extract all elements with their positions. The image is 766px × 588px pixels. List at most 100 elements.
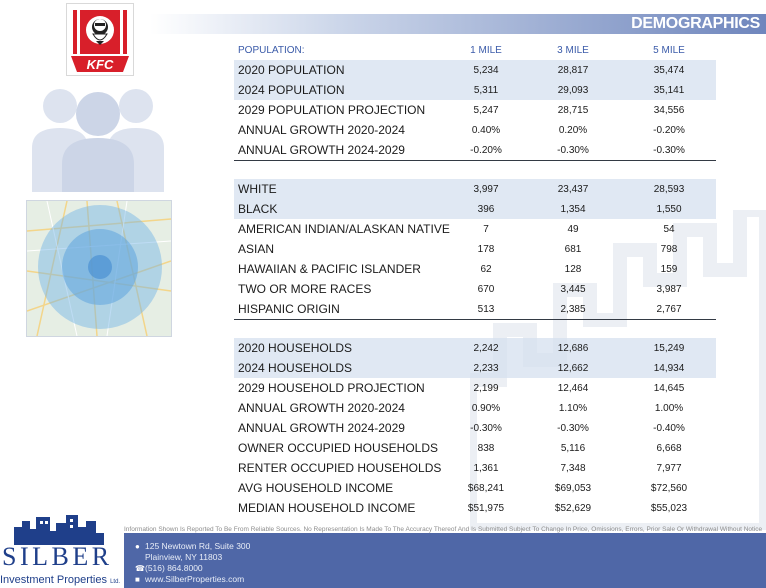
cell: 2,199 — [473, 382, 499, 394]
table-row: 2024 POPULATION 5,311 29,093 35,141 — [234, 80, 716, 100]
table-row: HAWAIIAN & PACIFIC ISLANDER 62 128 159 — [234, 259, 716, 279]
row-label: HAWAIIAN & PACIFIC ISLANDER — [238, 262, 421, 276]
cell: $68,241 — [467, 482, 505, 494]
table-row: RENTER OCCUPIED HOUSEHOLDS 1,361 7,348 7… — [234, 458, 716, 478]
row-label: TWO OR MORE RACES — [238, 282, 372, 296]
cell: 14,645 — [653, 382, 685, 394]
row-label: 2020 HOUSEHOLDS — [238, 341, 353, 355]
cell: 1.10% — [558, 402, 588, 414]
kfc-logo: KFC — [66, 3, 134, 76]
cell: 28,715 — [557, 104, 589, 116]
row-label: MEDIAN HOUSEHOLD INCOME — [238, 501, 416, 515]
table-row: ANNUAL GROWTH 2020-2024 0.40% 0.20% -0.2… — [234, 120, 716, 140]
footer-bar — [0, 533, 766, 588]
brand-logo — [0, 513, 124, 588]
cell: -0.30% — [470, 422, 502, 434]
cell: 159 — [660, 263, 678, 275]
cell: 28,817 — [557, 64, 589, 76]
cell: -0.30% — [557, 144, 589, 156]
brand-subtitle: Investment Properties Ltd. — [0, 574, 120, 586]
cell: -0.20% — [470, 144, 502, 156]
cell: -0.30% — [557, 422, 589, 434]
cell: 396 — [477, 203, 495, 215]
brand-name: SILBER — [2, 542, 113, 571]
table-header: POPULATION: 1 MILE 3 MILE 5 MILE — [234, 40, 716, 60]
row-label: RENTER OCCUPIED HOUSEHOLDS — [238, 461, 442, 475]
cell: 5,234 — [473, 64, 499, 76]
cell: 681 — [564, 243, 582, 255]
section-spacer — [234, 320, 716, 338]
cell: 1,354 — [560, 203, 586, 215]
cell: 0.20% — [558, 124, 588, 136]
row-label: 2024 POPULATION — [238, 83, 345, 97]
table-row: 2020 POPULATION 5,234 28,817 35,474 — [234, 60, 716, 80]
cell: $69,053 — [554, 482, 592, 494]
row-label: ASIAN — [238, 242, 275, 256]
row-label: BLACK — [238, 202, 278, 216]
table-row: 2024 HOUSEHOLDS 2,233 12,662 14,934 — [234, 358, 716, 378]
contact-info: ● 125 Newtown Rd, Suite 300 Plainview, NY… — [135, 541, 250, 585]
table-row: ANNUAL GROWTH 2020-2024 0.90% 1.10% 1.00… — [234, 398, 716, 418]
table-row: MEDIAN HOUSEHOLD INCOME $51,975 $52,629 … — [234, 498, 716, 518]
phone-icon: ☎ — [135, 564, 145, 573]
cell: 1,361 — [473, 462, 499, 474]
table-row: ANNUAL GROWTH 2024-2029 -0.20% -0.30% -0… — [234, 140, 716, 160]
table-row: BLACK 396 1,354 1,550 — [234, 199, 716, 219]
cell: 34,556 — [653, 104, 685, 116]
cell: 35,141 — [653, 84, 685, 96]
website-link[interactable]: www.SilberProperties.com — [145, 574, 245, 584]
phone-number: (516) 864.8000 — [145, 563, 203, 573]
pin-icon: ● — [135, 542, 140, 551]
column-header: 1 MILE — [470, 44, 502, 56]
cell: 35,474 — [653, 64, 685, 76]
row-label: ANNUAL GROWTH 2020-2024 — [238, 123, 405, 137]
row-label: WHITE — [238, 182, 277, 196]
cell: 12,662 — [557, 362, 589, 374]
header-bar: DEMOGRAPHICS — [150, 14, 766, 34]
cell: 1.00% — [654, 402, 684, 414]
row-label: AVG HOUSEHOLD INCOME — [238, 481, 394, 495]
cell: 12,686 — [557, 342, 589, 354]
table-row: AMERICAN INDIAN/ALASKAN NATIVE 7 49 54 — [234, 219, 716, 239]
cell: 838 — [477, 442, 495, 454]
row-label: 2020 POPULATION — [238, 63, 345, 77]
cell: 3,997 — [473, 183, 499, 195]
disclaimer-text: Information Shown Is Reported To Be From… — [124, 526, 763, 533]
cell: 0.90% — [471, 402, 501, 414]
brand-skyline-icon — [14, 515, 104, 545]
skyline-watermark — [470, 210, 766, 530]
section-divider — [234, 319, 716, 320]
cell: 7 — [483, 223, 489, 235]
table-row: HISPANIC ORIGIN 513 2,385 2,767 — [234, 299, 716, 319]
cell: $72,560 — [650, 482, 688, 494]
cell: 14,934 — [653, 362, 685, 374]
row-label: ANNUAL GROWTH 2024-2029 — [238, 143, 405, 157]
table-row: 2029 HOUSEHOLD PROJECTION 2,199 12,464 1… — [234, 378, 716, 398]
column-header: 5 MILE — [653, 44, 685, 56]
table-row: WHITE 3,997 23,437 28,593 — [234, 179, 716, 199]
row-label: 2024 HOUSEHOLDS — [238, 361, 353, 375]
cell: 49 — [567, 223, 579, 235]
table-row: AVG HOUSEHOLD INCOME $68,241 $69,053 $72… — [234, 478, 716, 498]
row-label: 2029 POPULATION PROJECTION — [238, 103, 426, 117]
cell: 7,977 — [656, 462, 682, 474]
row-label: HISPANIC ORIGIN — [238, 302, 340, 316]
cell: 5,311 — [473, 84, 499, 96]
table-row: OWNER OCCUPIED HOUSEHOLDS 838 5,116 6,66… — [234, 438, 716, 458]
cell: 2,385 — [560, 303, 586, 315]
cell: 1,550 — [656, 203, 682, 215]
demographics-table: POPULATION: 1 MILE 3 MILE 5 MILE 2020 PO… — [234, 40, 716, 518]
cell: 3,987 — [656, 283, 682, 295]
cell: -0.30% — [653, 144, 685, 156]
cell: 54 — [663, 223, 675, 235]
table-row: ANNUAL GROWTH 2024-2029 -0.30% -0.30% -0… — [234, 418, 716, 438]
row-label: ANNUAL GROWTH 2020-2024 — [238, 401, 405, 415]
cell: 29,093 — [557, 84, 589, 96]
cell: $51,975 — [467, 502, 505, 514]
cell: 3,445 — [560, 283, 586, 295]
table-row: TWO OR MORE RACES 670 3,445 3,987 — [234, 279, 716, 299]
cell: 513 — [477, 303, 495, 315]
column-header: POPULATION: — [238, 44, 305, 56]
cell: 7,348 — [560, 462, 586, 474]
address-line-1: 125 Newtown Rd, Suite 300 — [145, 541, 251, 551]
